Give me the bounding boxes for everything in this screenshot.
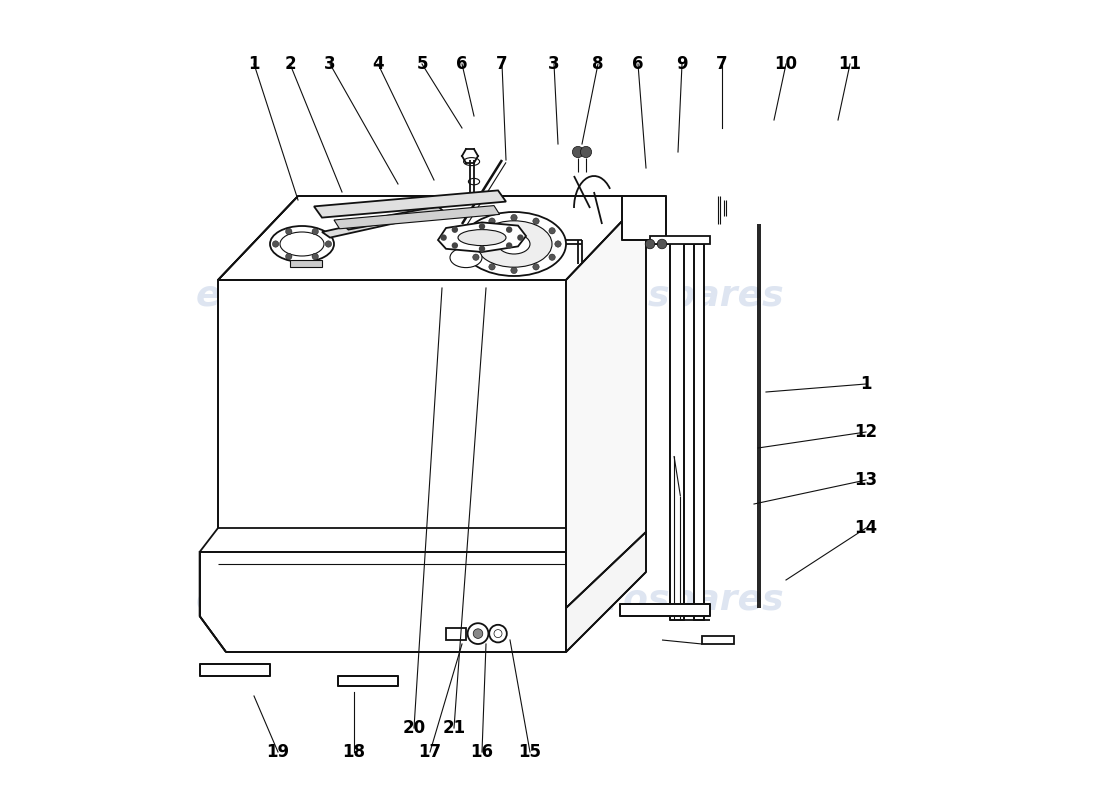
Circle shape bbox=[473, 254, 480, 261]
Circle shape bbox=[510, 267, 517, 274]
Circle shape bbox=[468, 623, 488, 644]
Text: 11: 11 bbox=[838, 55, 861, 73]
Circle shape bbox=[488, 264, 495, 270]
Polygon shape bbox=[199, 552, 566, 652]
Text: 12: 12 bbox=[855, 423, 878, 441]
Circle shape bbox=[572, 146, 584, 158]
Text: 21: 21 bbox=[442, 719, 465, 737]
Text: 18: 18 bbox=[342, 743, 365, 761]
Circle shape bbox=[452, 226, 458, 233]
Circle shape bbox=[494, 630, 502, 638]
Ellipse shape bbox=[270, 226, 334, 262]
Polygon shape bbox=[218, 280, 566, 528]
Ellipse shape bbox=[462, 212, 566, 276]
Text: 7: 7 bbox=[496, 55, 508, 73]
Circle shape bbox=[532, 264, 539, 270]
Circle shape bbox=[554, 241, 561, 247]
Polygon shape bbox=[322, 216, 401, 238]
Circle shape bbox=[506, 242, 513, 249]
Text: eurospares: eurospares bbox=[196, 279, 425, 313]
Polygon shape bbox=[446, 628, 466, 640]
Circle shape bbox=[506, 226, 513, 233]
Polygon shape bbox=[334, 206, 499, 229]
Circle shape bbox=[517, 234, 524, 241]
Ellipse shape bbox=[450, 247, 482, 267]
Text: 20: 20 bbox=[403, 719, 426, 737]
Polygon shape bbox=[620, 604, 710, 616]
Text: 16: 16 bbox=[471, 743, 494, 761]
Ellipse shape bbox=[498, 234, 530, 254]
Polygon shape bbox=[290, 260, 322, 267]
Text: 6: 6 bbox=[456, 55, 468, 73]
Polygon shape bbox=[621, 196, 665, 240]
Polygon shape bbox=[566, 532, 646, 652]
Polygon shape bbox=[218, 196, 646, 280]
Text: eurospares: eurospares bbox=[556, 583, 784, 617]
Text: 6: 6 bbox=[632, 55, 644, 73]
Circle shape bbox=[488, 218, 495, 224]
Polygon shape bbox=[702, 636, 734, 644]
Circle shape bbox=[657, 239, 667, 249]
Ellipse shape bbox=[476, 221, 552, 267]
Text: 1: 1 bbox=[249, 55, 260, 73]
Circle shape bbox=[286, 254, 292, 260]
Circle shape bbox=[473, 227, 480, 234]
Circle shape bbox=[326, 241, 331, 247]
Text: 14: 14 bbox=[855, 519, 878, 537]
Text: 5: 5 bbox=[416, 55, 428, 73]
Circle shape bbox=[646, 239, 654, 249]
Polygon shape bbox=[438, 222, 526, 252]
Circle shape bbox=[532, 218, 539, 224]
Polygon shape bbox=[199, 664, 270, 676]
Text: 8: 8 bbox=[592, 55, 604, 73]
Circle shape bbox=[286, 228, 292, 234]
Polygon shape bbox=[650, 236, 710, 244]
Circle shape bbox=[312, 228, 318, 234]
Circle shape bbox=[549, 254, 556, 261]
Text: 1: 1 bbox=[860, 375, 871, 393]
Circle shape bbox=[312, 254, 318, 260]
Circle shape bbox=[510, 214, 517, 221]
Text: eurospares: eurospares bbox=[556, 279, 784, 313]
Circle shape bbox=[473, 629, 483, 638]
Text: 17: 17 bbox=[418, 743, 441, 761]
Text: 4: 4 bbox=[372, 55, 384, 73]
Text: eurospares: eurospares bbox=[196, 583, 425, 617]
Text: 13: 13 bbox=[855, 471, 878, 489]
Circle shape bbox=[466, 241, 473, 247]
Polygon shape bbox=[566, 196, 646, 608]
Text: 3: 3 bbox=[324, 55, 336, 73]
Polygon shape bbox=[670, 240, 684, 620]
Circle shape bbox=[478, 223, 485, 230]
Text: 7: 7 bbox=[716, 55, 728, 73]
Ellipse shape bbox=[458, 230, 506, 246]
Text: 15: 15 bbox=[518, 743, 541, 761]
Circle shape bbox=[478, 246, 485, 252]
Text: 9: 9 bbox=[676, 55, 688, 73]
Polygon shape bbox=[694, 244, 704, 620]
Circle shape bbox=[581, 146, 592, 158]
Polygon shape bbox=[314, 190, 506, 218]
Circle shape bbox=[440, 234, 447, 241]
Text: 19: 19 bbox=[266, 743, 289, 761]
Circle shape bbox=[452, 242, 458, 249]
Polygon shape bbox=[342, 206, 444, 230]
Circle shape bbox=[273, 241, 278, 247]
Circle shape bbox=[549, 227, 556, 234]
Polygon shape bbox=[338, 676, 398, 686]
Text: 10: 10 bbox=[774, 55, 798, 73]
Text: 3: 3 bbox=[548, 55, 560, 73]
Text: 2: 2 bbox=[284, 55, 296, 73]
